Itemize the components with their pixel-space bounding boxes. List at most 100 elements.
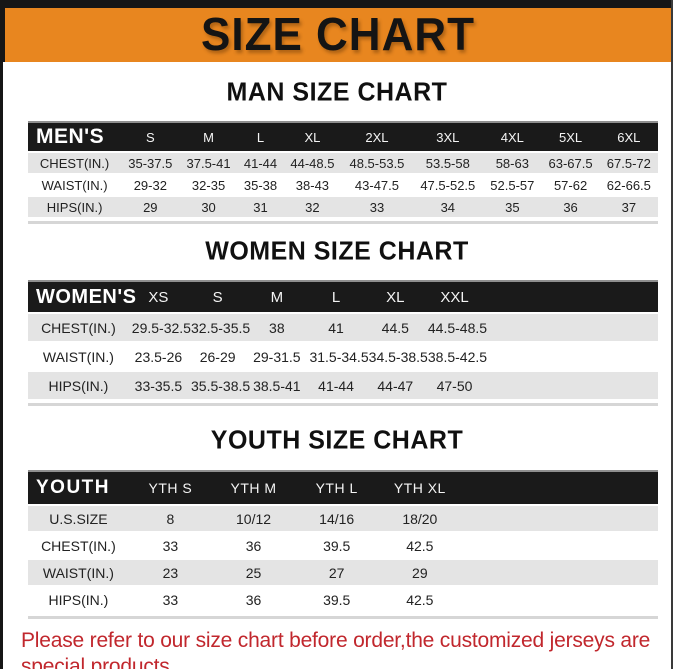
size-value-cell: 39.5 bbox=[295, 586, 379, 614]
size-value-cell: 10/12 bbox=[211, 505, 296, 533]
charts-area: MAN SIZE CHART MEN'S S M L XL 2XL 3XL 4XL 5XL 6XL… bbox=[3, 77, 671, 619]
size-value-cell: 48.5-53.5 bbox=[341, 152, 413, 175]
size-value-cell: 36 bbox=[211, 586, 296, 614]
table-row: CHEST(IN.) 29.5-32.5 32.5-35.5 38 41 44.5 44.5… bbox=[28, 313, 658, 343]
size-value-cell: 39.5 bbox=[295, 532, 379, 560]
row-label-cell: HIPS(IN.) bbox=[28, 196, 122, 219]
table-title-cell: MEN'S bbox=[28, 123, 122, 153]
size-value-cell: 42.5 bbox=[378, 586, 462, 614]
women-section-title: WOMEN SIZE CHART bbox=[205, 236, 469, 266]
men-section-title: MAN SIZE CHART bbox=[226, 77, 448, 107]
size-value-cell: 25 bbox=[211, 559, 296, 587]
size-col-header: 5XL bbox=[541, 123, 600, 153]
table-row: HIPS(IN.) 29 30 31 32 33 34 35 36 37 bbox=[28, 196, 658, 219]
table-row: WAIST(IN.) 29-32 32-35 35-38 38-43 43-47.5 47.… bbox=[28, 174, 658, 197]
row-label-cell: WAIST(IN.) bbox=[28, 174, 122, 197]
size-value-cell: 58-63 bbox=[483, 152, 542, 175]
size-value-cell: 35.5-38.5 bbox=[188, 371, 250, 401]
size-value-cell: 37.5-41 bbox=[179, 152, 238, 175]
women-table-wrap: WOMEN'S XS S M L XL XXL CHEST(IN.) 29.5-32.5 32.5… bbox=[28, 280, 658, 406]
size-value-cell: 33 bbox=[128, 586, 212, 614]
size-value-cell: 27 bbox=[295, 559, 379, 587]
size-col-header: XS bbox=[128, 282, 189, 314]
size-value-cell: 26-29 bbox=[188, 342, 248, 372]
table-title-cell: WOMEN'S bbox=[28, 282, 136, 314]
size-col-header: XL bbox=[365, 282, 425, 314]
size-col-header: YTH XL bbox=[378, 472, 462, 506]
size-value-cell: 30 bbox=[179, 196, 238, 219]
row-label-cell: HIPS(IN.) bbox=[28, 586, 129, 614]
size-value-cell: 8 bbox=[128, 505, 212, 533]
size-value-cell: 29.5-32.5 bbox=[128, 313, 191, 343]
size-value-cell: 41-44 bbox=[237, 152, 284, 175]
row-label-cell: U.S.SIZE bbox=[28, 505, 129, 533]
size-value-cell: 32-35 bbox=[179, 174, 238, 197]
title-banner: SIZE CHART bbox=[3, 8, 671, 62]
page-title: SIZE CHART bbox=[201, 8, 475, 61]
size-value-cell: 23 bbox=[128, 559, 212, 587]
youth-table-wrap: YOUTH YTH S YTH M YTH L YTH XL U.S.SIZE 8 10/12… bbox=[28, 470, 658, 619]
row-label-cell: CHEST(IN.) bbox=[28, 313, 129, 343]
women-size-table: WOMEN'S XS S M L XL XXL CHEST(IN.) 29.5-32.5 32.5… bbox=[28, 282, 658, 401]
footer-line-1: Please refer to our size chart before or… bbox=[21, 629, 651, 669]
women-section: WOMEN SIZE CHART WOMEN'S XS S M L XL XXL CHEST(… bbox=[3, 236, 671, 406]
size-value-cell: 29 bbox=[378, 559, 462, 587]
size-value-cell: 29 bbox=[121, 196, 180, 219]
men-section: MAN SIZE CHART MEN'S S M L XL 2XL 3XL 4XL 5XL 6XL… bbox=[3, 77, 671, 224]
row-label-cell: HIPS(IN.) bbox=[28, 371, 129, 401]
size-header-row: MEN'S S M L XL 2XL 3XL 4XL 5XL 6XL bbox=[28, 123, 658, 153]
size-value-cell: 34.5-38.5 bbox=[365, 342, 428, 372]
size-col-header: S bbox=[188, 282, 248, 314]
size-value-cell: 29-31.5 bbox=[247, 342, 307, 372]
size-value-cell: 57-62 bbox=[541, 174, 600, 197]
filler-cell bbox=[461, 472, 658, 506]
row-label-cell: WAIST(IN.) bbox=[28, 342, 129, 372]
size-value-cell: 33-35.5 bbox=[128, 371, 189, 401]
size-header-row: WOMEN'S XS S M L XL XXL bbox=[28, 282, 658, 314]
size-col-header: 3XL bbox=[412, 123, 484, 153]
size-col-header: L bbox=[237, 123, 284, 153]
size-value-cell: 38.5-42.5 bbox=[424, 342, 487, 372]
size-col-header: S bbox=[121, 123, 180, 153]
size-value-cell: 63-67.5 bbox=[541, 152, 600, 175]
filler-cell bbox=[484, 282, 658, 314]
table-row: U.S.SIZE 8 10/12 14/16 18/20 bbox=[28, 505, 658, 533]
size-value-cell: 36 bbox=[541, 196, 600, 219]
row-label-cell: WAIST(IN.) bbox=[28, 559, 129, 587]
filler-cell bbox=[484, 342, 658, 372]
top-border-strip bbox=[3, 0, 671, 8]
size-value-cell: 67.5-72 bbox=[599, 152, 658, 175]
size-value-cell: 38 bbox=[247, 313, 307, 343]
size-value-cell: 34 bbox=[412, 196, 484, 219]
size-value-cell: 53.5-58 bbox=[412, 152, 484, 175]
men-size-table: MEN'S S M L XL 2XL 3XL 4XL 5XL 6XL CHEST(IN.) 35-37… bbox=[28, 123, 658, 219]
size-value-cell: 47-50 bbox=[424, 371, 485, 401]
size-col-header: XXL bbox=[424, 282, 485, 314]
size-col-header: YTH L bbox=[295, 472, 379, 506]
size-value-cell: 32.5-35.5 bbox=[188, 313, 250, 343]
size-value-cell: 14/16 bbox=[295, 505, 379, 533]
youth-section: YOUTH SIZE CHART YOUTH YTH S YTH M YTH L YTH… bbox=[3, 425, 671, 619]
size-value-cell: 32 bbox=[283, 196, 342, 219]
size-col-header: L bbox=[306, 282, 366, 314]
table-row: WAIST(IN.) 23.5-26 26-29 29-31.5 31.5-34.5 34… bbox=[28, 342, 658, 372]
size-value-cell: 44-48.5 bbox=[283, 152, 342, 175]
size-value-cell: 35-38 bbox=[237, 174, 284, 197]
size-value-cell: 44.5-48.5 bbox=[424, 313, 487, 343]
table-row: CHEST(IN.) 35-37.5 37.5-41 41-44 44-48.5 48.5… bbox=[28, 152, 658, 175]
size-value-cell: 44-47 bbox=[365, 371, 425, 401]
size-value-cell: 35 bbox=[483, 196, 542, 219]
size-value-cell: 18/20 bbox=[378, 505, 462, 533]
filler-cell bbox=[461, 505, 658, 533]
table-row: CHEST(IN.) 33 36 39.5 42.5 bbox=[28, 532, 658, 560]
size-value-cell: 43-47.5 bbox=[341, 174, 413, 197]
size-value-cell: 41-44 bbox=[306, 371, 366, 401]
size-value-cell: 52.5-57 bbox=[483, 174, 542, 197]
size-col-header: YTH S bbox=[128, 472, 212, 506]
men-table-wrap: MEN'S S M L XL 2XL 3XL 4XL 5XL 6XL CHEST(IN.) 35-37… bbox=[28, 121, 658, 224]
size-value-cell: 47.5-52.5 bbox=[412, 174, 484, 197]
size-col-header: YTH M bbox=[211, 472, 296, 506]
size-col-header: 2XL bbox=[341, 123, 413, 153]
size-col-header: M bbox=[179, 123, 238, 153]
